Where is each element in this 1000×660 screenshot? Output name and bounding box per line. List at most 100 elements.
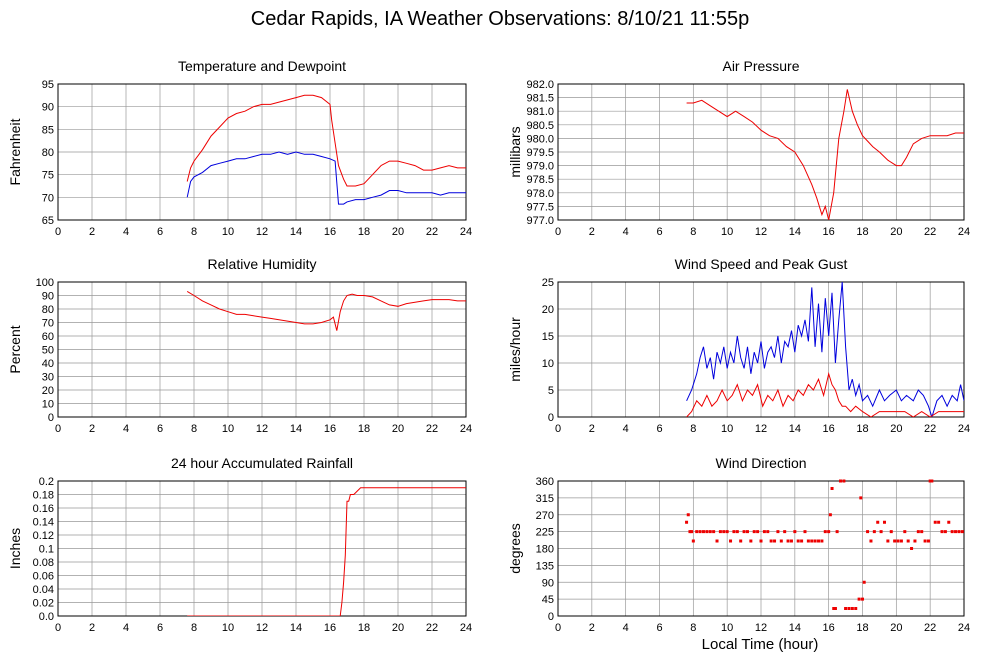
chart-title-direction: Wind Direction (715, 455, 806, 471)
x-tick-label: 0 (55, 423, 61, 435)
data-point (940, 530, 944, 534)
y-tick-label: 981.5 (526, 93, 554, 105)
data-point (685, 520, 689, 524)
x-tick-label: 20 (392, 622, 404, 634)
x-tick-label: 24 (460, 423, 472, 435)
x-tick-label: 4 (123, 226, 129, 238)
data-point (906, 539, 910, 543)
data-point (793, 530, 797, 534)
x-tick-label: 18 (358, 226, 370, 238)
data-point (835, 530, 839, 534)
data-point (893, 539, 897, 543)
data-point (691, 539, 695, 543)
x-tick-label: 24 (958, 226, 970, 238)
y-tick-label: 45 (542, 594, 554, 606)
x-tick-label: 0 (555, 622, 561, 634)
x-tick-label: 20 (890, 423, 902, 435)
y-tick-label: 979.0 (526, 161, 554, 173)
y-tick-label: 15 (542, 331, 554, 343)
chart-humidity: Relative Humidity01020304050607080901000… (7, 256, 472, 435)
x-tick-label: 18 (856, 226, 868, 238)
y-tick-label: 100 (36, 277, 54, 289)
data-point (839, 479, 843, 483)
data-point (830, 487, 834, 490)
plot-frame (57, 83, 467, 221)
plot-frame (557, 480, 965, 617)
x-tick-label: 20 (890, 622, 902, 634)
data-point (879, 530, 883, 534)
data-point (869, 539, 873, 543)
data-point (886, 539, 890, 543)
data-point (752, 530, 756, 534)
y-tick-label: 225 (536, 527, 554, 539)
y-tick-label: 0.18 (33, 490, 54, 502)
x-tick-label: 20 (890, 226, 902, 238)
x-tick-label: 16 (823, 226, 835, 238)
series-line-humidity-0 (186, 290, 466, 331)
y-axis-label-direction: degrees (507, 523, 523, 574)
x-tick-label: 16 (823, 622, 835, 634)
series-line-rain-0 (187, 487, 466, 616)
x-tick-label: 4 (623, 423, 629, 435)
x-tick-label: 18 (358, 423, 370, 435)
y-tick-label: 0.12 (33, 530, 54, 542)
data-point (789, 539, 793, 543)
chart-title-pressure: Air Pressure (722, 58, 799, 74)
y-tick-label: 50 (42, 345, 54, 357)
data-point (899, 539, 903, 543)
y-tick-label: 85 (42, 124, 54, 136)
y-axis-label-pressure: millibars (507, 126, 523, 177)
data-point (950, 530, 954, 534)
data-point (817, 539, 821, 543)
x-tick-label: 12 (755, 423, 767, 435)
y-tick-label: 0.02 (33, 598, 54, 610)
x-tick-label: 10 (721, 622, 733, 634)
data-point (928, 479, 932, 483)
y-tick-label: 0.06 (33, 571, 54, 583)
y-axis-label-humidity: Percent (7, 325, 23, 373)
data-point (742, 530, 746, 534)
series-line-temp-1 (186, 151, 466, 205)
x-tick-label: 8 (191, 226, 197, 238)
x-tick-label: 18 (358, 622, 370, 634)
x-tick-label: 4 (623, 622, 629, 634)
chart-title-wind: Wind Speed and Peak Gust (675, 256, 848, 272)
data-point (810, 539, 814, 543)
data-point (695, 530, 699, 534)
series-line-wind-0 (686, 282, 964, 417)
y-tick-label: 980.5 (526, 120, 554, 132)
y-tick-label: 80 (42, 147, 54, 159)
x-tick-label: 8 (690, 423, 696, 435)
data-point (850, 607, 854, 610)
data-point (800, 539, 804, 543)
y-tick-label: 135 (536, 560, 554, 572)
data-point (796, 539, 800, 543)
y-tick-label: 0.14 (33, 517, 54, 529)
x-tick-label: 14 (290, 622, 302, 634)
x-tick-label: 8 (191, 423, 197, 435)
y-tick-label: 25 (542, 277, 554, 289)
y-tick-label: 360 (536, 476, 554, 488)
x-tick-label: 20 (392, 423, 404, 435)
data-point (783, 530, 787, 534)
x-tick-label: 20 (392, 226, 404, 238)
x-tick-label: 6 (157, 423, 163, 435)
x-tick-label: 6 (157, 226, 163, 238)
data-point (832, 607, 836, 610)
x-tick-label: 16 (823, 423, 835, 435)
y-tick-label: 20 (42, 385, 54, 397)
x-tick-label: 4 (623, 226, 629, 238)
plot-frame (557, 281, 965, 418)
y-tick-label: 270 (536, 510, 554, 522)
data-point (913, 539, 917, 543)
data-point (722, 530, 726, 534)
y-tick-label: 60 (42, 331, 54, 343)
data-point (933, 520, 937, 524)
x-tick-label: 12 (256, 622, 268, 634)
x-tick-label: 14 (789, 226, 801, 238)
x-tick-label: 12 (755, 226, 767, 238)
y-tick-label: 90 (542, 577, 554, 589)
x-tick-label: 24 (460, 226, 472, 238)
